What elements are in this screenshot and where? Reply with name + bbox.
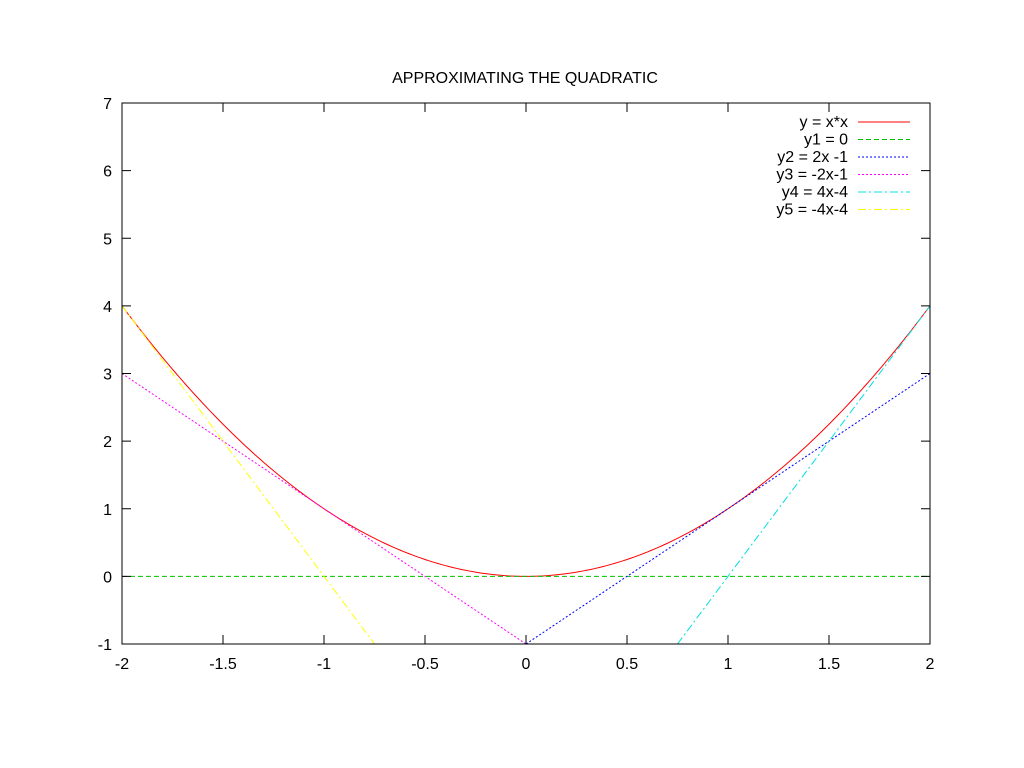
series-layer [122, 305, 930, 644]
y-tick-label: 1 [103, 502, 112, 519]
y-tick-label: 6 [103, 164, 112, 181]
legend-label: y1 = 0 [804, 132, 848, 149]
x-tick-label: 0 [522, 656, 531, 673]
y-tick-label: 0 [103, 569, 112, 586]
series-line-4 [122, 373, 527, 644]
legend-label: y3 = -2x-1 [776, 167, 848, 184]
ticks-layer: -2 -1.5 -1 -0.5 0 0.5 1 1.5 2 -1 0 1 2 3 4 5 6 7 [98, 96, 935, 673]
series-line-3 [525, 373, 930, 644]
x-tick-label: 0.5 [616, 656, 638, 673]
x-tick-label: 1.5 [818, 656, 840, 673]
x-tick-label: 1 [724, 656, 733, 673]
chart-title: APPROXIMATING THE QUADRATIC [392, 70, 658, 87]
y-tick-label: -1 [98, 637, 112, 654]
x-tick-label: -0.5 [411, 656, 439, 673]
legend-label: y = x*x [800, 114, 848, 131]
series-line-6 [122, 305, 375, 644]
y-tick-label: 4 [103, 299, 112, 316]
y-tick-label: 3 [103, 367, 112, 384]
legend-label: y2 = 2x -1 [777, 149, 848, 166]
series-line-5 [677, 305, 930, 644]
x-tick-label: -2 [115, 656, 129, 673]
y-tick-label: 7 [103, 96, 112, 113]
legend-label: y5 = -4x-4 [776, 202, 848, 219]
y-tick-label: 2 [103, 434, 112, 451]
x-tick-label: 2 [926, 656, 935, 673]
series-line-1 [122, 305, 930, 577]
x-tick-label: -1 [317, 656, 331, 673]
y-tick-label: 5 [103, 231, 112, 248]
legend: y = x*xy1 = 0y2 = 2x -1y3 = -2x-1y4 = 4x… [776, 114, 910, 219]
x-tick-label: -1.5 [209, 656, 237, 673]
legend-label: y4 = 4x-4 [782, 184, 848, 201]
